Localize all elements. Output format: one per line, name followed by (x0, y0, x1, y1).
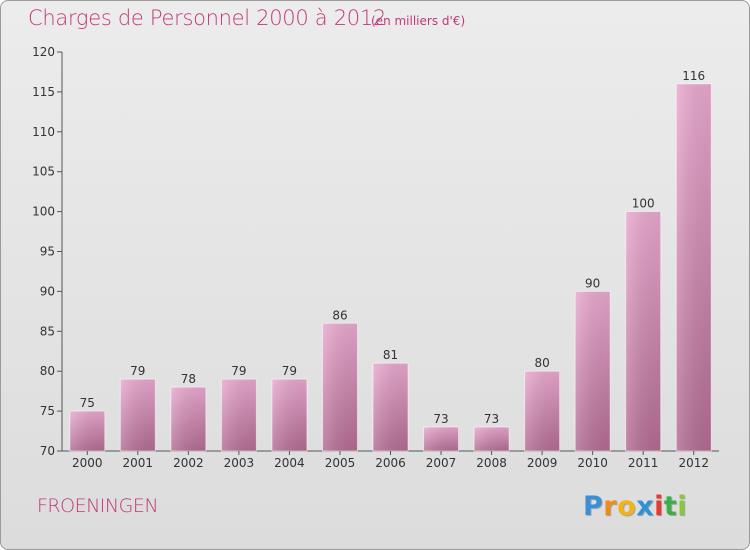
y-tick-label: 75 (40, 404, 55, 418)
bar-shade (170, 387, 206, 451)
bar-chart: 70 75 80 85 90 95 100 105 110 115 120 75 2000 79 2001 7… (32, 45, 719, 470)
bar-value-label: 79 (231, 364, 246, 378)
chart-subtitle: (en milliers d'€) (371, 14, 466, 28)
logo-letter: t (663, 491, 678, 522)
commune-name: FROENINGEN (37, 495, 159, 517)
bar-value-label: 100 (632, 197, 655, 211)
bar-value-label: 80 (534, 356, 549, 370)
bar-shade (474, 427, 510, 451)
y-tick-label: 80 (40, 364, 55, 378)
y-tick-label: 115 (32, 85, 55, 99)
bar-shade (575, 291, 611, 451)
bar-shade (676, 83, 712, 452)
logo-letter: i (654, 491, 664, 522)
bar-value-label: 90 (585, 276, 600, 290)
bar-value-label: 116 (682, 69, 705, 83)
x-tick-label: 2005 (325, 456, 356, 470)
y-tick-label: 105 (32, 165, 55, 179)
bar-value-label: 73 (484, 412, 499, 426)
x-tick-label: 2001 (123, 456, 154, 470)
y-tick-label: 90 (40, 284, 55, 298)
x-tick-label: 2006 (375, 456, 406, 470)
logo-letter: r (603, 491, 618, 522)
logo-letter: o (617, 491, 637, 522)
y-tick-label: 70 (40, 444, 55, 458)
x-tick-label: 2000 (72, 456, 103, 470)
y-tick-label: 95 (40, 245, 55, 259)
y-tick-label: 85 (40, 324, 55, 338)
y-tick-label: 120 (32, 45, 55, 59)
bar-value-label: 86 (332, 308, 347, 322)
bar-value-label: 81 (383, 348, 398, 362)
bar-shade (322, 323, 358, 451)
x-tick-label: 2009 (527, 456, 558, 470)
bar-shade (625, 211, 661, 451)
logo-letter: i (677, 491, 688, 522)
bar-shade (69, 411, 105, 451)
bar-shade (120, 379, 156, 451)
bar-shade (524, 371, 560, 451)
x-tick-label: 2003 (224, 456, 255, 470)
bar-value-label: 75 (80, 396, 95, 410)
x-tick-label: 2007 (426, 456, 457, 470)
logo-letter: P (583, 491, 604, 522)
x-tick-label: 2012 (678, 456, 709, 470)
x-tick-label: 2004 (274, 456, 305, 470)
bar-value-label: 79 (282, 364, 297, 378)
bar-value-label: 78 (181, 372, 196, 386)
proxiti-logo: Proxiti (583, 491, 687, 522)
x-tick-label: 2002 (173, 456, 204, 470)
y-tick-label: 110 (32, 125, 55, 139)
y-tick-label: 100 (32, 205, 55, 219)
bar-shade (271, 379, 307, 451)
logo-letter: x (636, 491, 655, 522)
bar-value-label: 73 (433, 412, 448, 426)
x-tick-label: 2011 (628, 456, 659, 470)
bar-shade (373, 363, 408, 451)
bar-shade (423, 427, 459, 451)
bar-shade (221, 379, 257, 451)
chart-title: Charges de Personnel 2000 à 2012 (28, 6, 386, 30)
x-tick-label: 2008 (476, 456, 507, 470)
x-tick-label: 2010 (577, 456, 608, 470)
bar-value-label: 79 (130, 364, 145, 378)
